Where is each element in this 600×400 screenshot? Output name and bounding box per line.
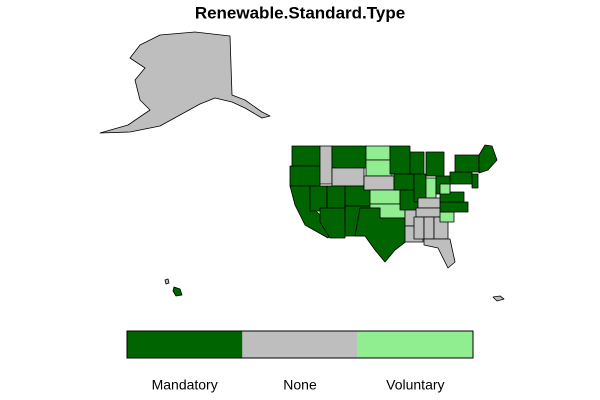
region xyxy=(492,295,505,302)
legend-label: None xyxy=(283,377,317,393)
legend-swatch xyxy=(242,331,358,358)
region xyxy=(326,185,346,209)
region xyxy=(164,278,170,285)
region xyxy=(425,177,437,199)
map-title: Renewable.Standard.Type xyxy=(195,3,405,22)
region xyxy=(423,216,435,240)
region xyxy=(319,145,333,185)
region xyxy=(439,183,451,195)
region xyxy=(425,151,445,177)
region xyxy=(319,207,346,239)
region xyxy=(439,211,455,223)
region xyxy=(439,201,469,213)
region xyxy=(454,154,480,173)
region xyxy=(389,145,411,175)
region xyxy=(439,191,465,203)
region xyxy=(363,175,395,191)
legend-label: Voluntary xyxy=(386,377,444,393)
region xyxy=(393,173,415,191)
region xyxy=(354,207,409,263)
region xyxy=(409,151,425,175)
region xyxy=(99,31,271,134)
region xyxy=(423,238,456,269)
region xyxy=(413,216,425,240)
region xyxy=(365,145,391,161)
legend-label: Mandatory xyxy=(152,377,218,393)
region xyxy=(369,189,401,205)
region xyxy=(471,173,479,189)
region xyxy=(449,171,473,185)
region xyxy=(331,167,365,187)
region xyxy=(365,159,393,177)
map xyxy=(99,31,505,302)
legend-swatch xyxy=(127,331,243,358)
legend-border xyxy=(126,330,474,359)
region xyxy=(289,165,321,187)
region xyxy=(331,145,367,169)
region xyxy=(291,145,321,167)
region xyxy=(478,144,498,174)
legend-swatch xyxy=(357,331,473,358)
legend: Mandatory None Voluntary xyxy=(126,330,474,393)
region xyxy=(309,185,328,212)
region xyxy=(172,286,183,297)
